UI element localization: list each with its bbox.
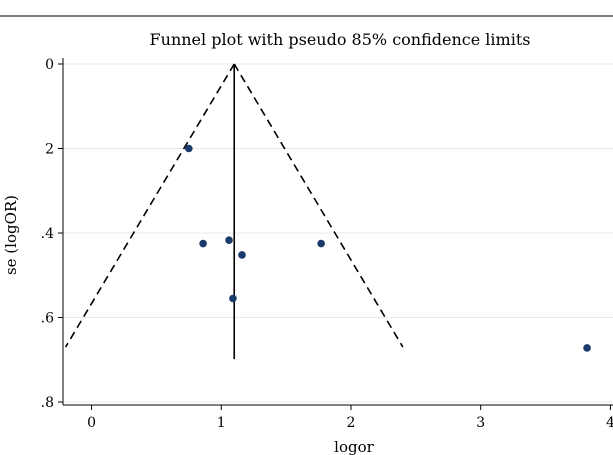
y-ticks: 0 2 .4 .6 .8	[41, 57, 63, 411]
x-tick-label-3: 3	[476, 415, 485, 431]
study-point-2	[225, 236, 233, 244]
x-axis-label: logor	[334, 438, 374, 455]
study-point-5	[317, 239, 325, 248]
y-tick-label-4: .8	[41, 395, 54, 411]
axes	[62, 58, 613, 406]
upper-confidence-limit	[233, 63, 404, 348]
y-axis-label: se (logOR)	[2, 195, 20, 275]
x-tick-label-4: 4	[606, 415, 613, 431]
y-tick-label-3: .6	[41, 311, 54, 327]
y-tick-label-0: 0	[45, 57, 54, 73]
grid-lines	[64, 63, 613, 403]
study-point-4	[229, 294, 237, 303]
lower-confidence-limit	[64, 63, 235, 348]
y-tick-label-1: 2	[45, 142, 54, 158]
study-point-3	[238, 251, 246, 259]
x-tick-label-0: 0	[87, 415, 96, 431]
study-point-6	[583, 344, 591, 352]
x-ticks: 0 1 2 3 4	[87, 405, 613, 431]
study-point-0	[185, 144, 193, 153]
y-tick-label-2: .4	[41, 226, 54, 242]
study-point-1	[199, 239, 207, 248]
study-points	[185, 144, 591, 352]
x-tick-label-2: 2	[347, 415, 356, 431]
chart-title: Funnel plot with pseudo 85% confidence l…	[150, 30, 531, 49]
x-tick-label-1: 1	[217, 415, 226, 431]
funnel-limits	[64, 63, 404, 360]
